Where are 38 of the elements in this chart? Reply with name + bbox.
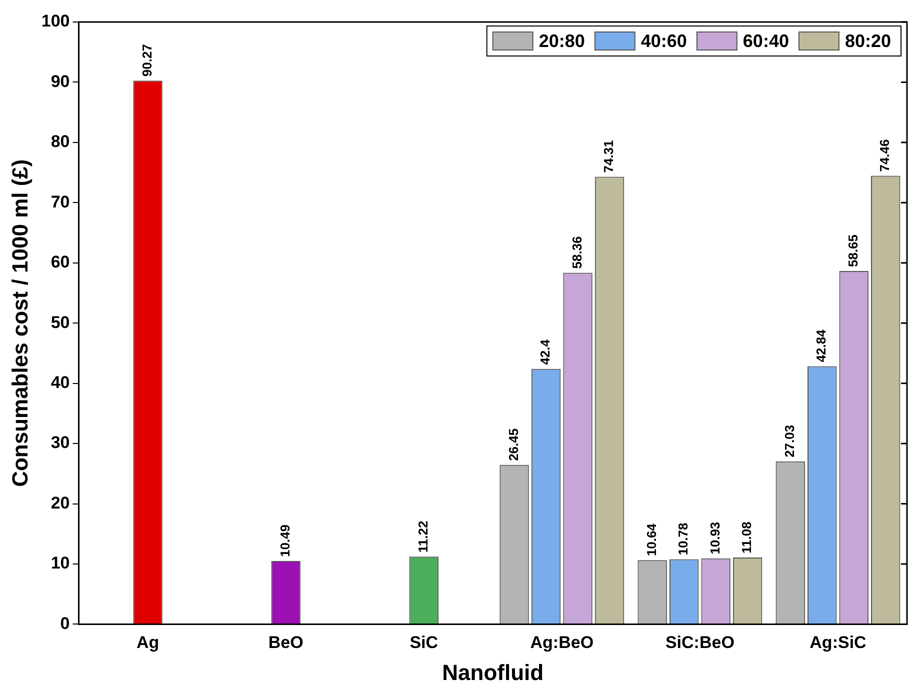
y-tick-label: 40 <box>50 373 70 392</box>
x-axis-title: Nanofluid <box>442 660 544 685</box>
data-label: 42.84 <box>814 328 829 362</box>
data-label: 26.45 <box>506 428 521 461</box>
x-tick-label: Ag:BeO <box>530 633 594 652</box>
legend-label: 80:20 <box>844 30 892 51</box>
legend-label: 60:40 <box>742 30 789 51</box>
y-tick-label: 20 <box>50 493 70 512</box>
x-tick-label: BeO <box>268 633 304 652</box>
data-label: 10.93 <box>707 522 722 554</box>
legend-label: 20:80 <box>538 30 585 51</box>
y-tick-label: 30 <box>50 433 70 452</box>
x-tick-label: SiC:BeO <box>665 633 734 652</box>
data-label: 74.46 <box>877 139 892 172</box>
data-label: 11.22 <box>415 520 430 553</box>
y-axis-title: Consumables cost / 1000 ml (£) <box>7 159 32 487</box>
legend-label: 40:60 <box>640 30 687 51</box>
y-tick-label: 80 <box>50 132 70 152</box>
data-label: 74.31 <box>601 140 616 173</box>
data-label: 58.36 <box>569 236 584 269</box>
y-tick-label: 0 <box>60 614 70 633</box>
data-label: 10.78 <box>676 522 691 556</box>
data-label: 10.49 <box>277 524 292 558</box>
y-tick-label: 60 <box>50 252 70 272</box>
data-label: 27.03 <box>782 424 797 458</box>
y-tick-label: 10 <box>50 554 70 573</box>
data-label: 58.65 <box>845 234 860 268</box>
data-label: 90.27 <box>139 44 154 77</box>
data-label: 11.08 <box>739 522 754 554</box>
y-tick-label: 90 <box>50 72 70 91</box>
y-tick-label: 50 <box>50 312 70 332</box>
x-tick-label: Ag <box>136 633 160 652</box>
x-tick-label: SiC <box>410 633 438 652</box>
x-tick-label: Ag:SiC <box>810 633 866 652</box>
data-label: 10.64 <box>644 522 659 556</box>
y-tick-label: 70 <box>50 192 70 212</box>
y-tick-label: 100 <box>41 12 70 31</box>
data-label: 42.4 <box>538 338 553 365</box>
